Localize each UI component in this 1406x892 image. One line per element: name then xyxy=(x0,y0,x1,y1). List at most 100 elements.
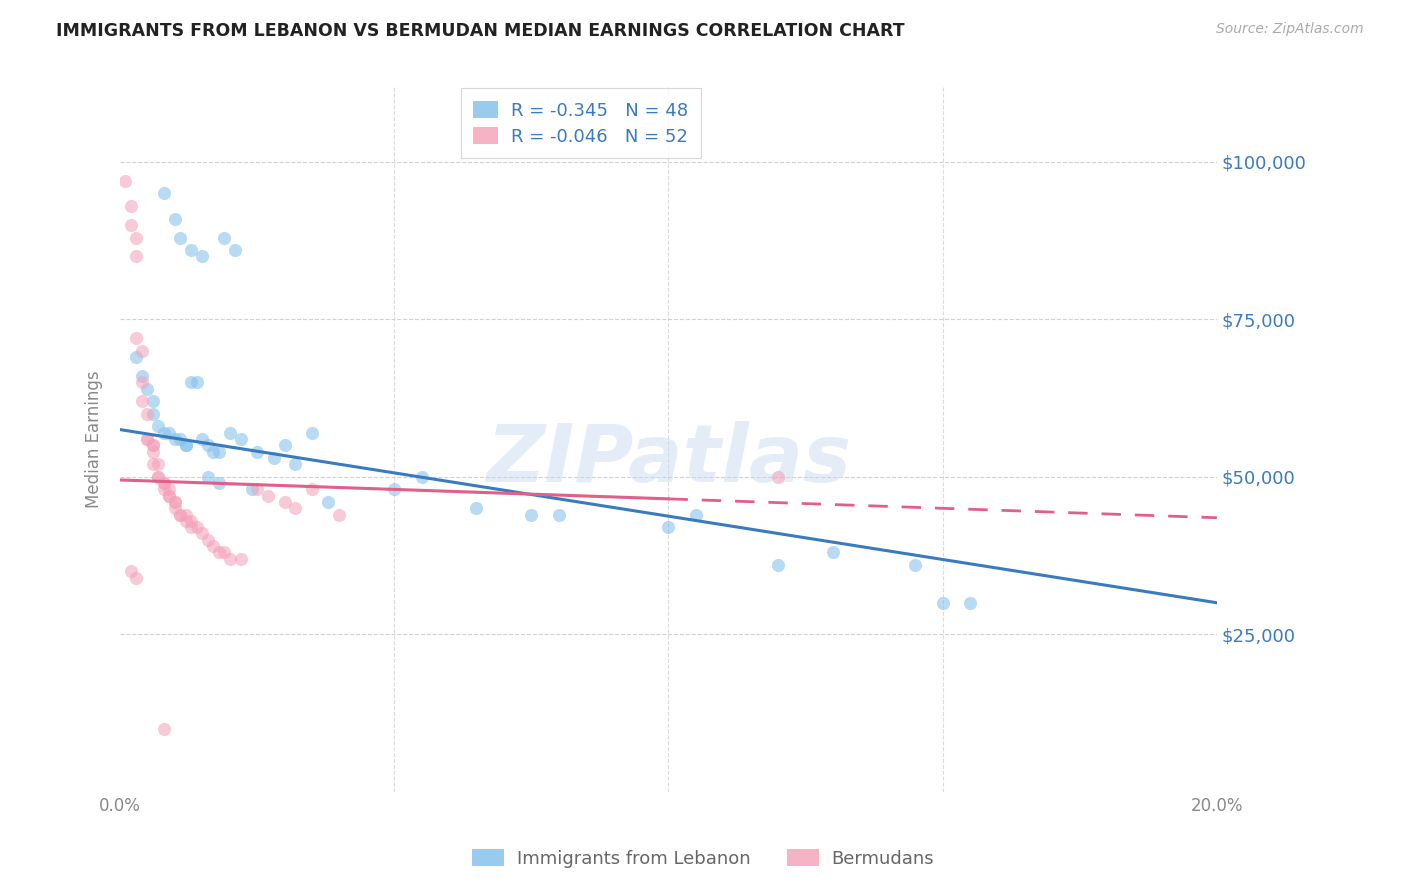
Point xyxy=(180,376,202,390)
Point xyxy=(904,558,927,572)
Point xyxy=(120,218,142,232)
Point xyxy=(284,457,307,471)
Point xyxy=(766,470,789,484)
Point xyxy=(148,457,170,471)
Point xyxy=(125,230,148,244)
Point xyxy=(114,174,136,188)
Point xyxy=(382,483,405,497)
Point xyxy=(229,432,252,446)
Point xyxy=(169,508,191,522)
Point xyxy=(136,432,159,446)
Point xyxy=(218,425,240,440)
Point xyxy=(131,394,153,409)
Point xyxy=(120,564,142,578)
Point xyxy=(208,476,231,491)
Point xyxy=(136,382,159,396)
Point xyxy=(465,501,488,516)
Point xyxy=(125,571,148,585)
Point xyxy=(148,470,170,484)
Point xyxy=(142,438,165,452)
Point xyxy=(197,438,219,452)
Point xyxy=(318,495,340,509)
Legend: R = -0.345   N = 48, R = -0.046   N = 52: R = -0.345 N = 48, R = -0.046 N = 52 xyxy=(461,88,700,159)
Point xyxy=(153,483,176,497)
Point xyxy=(208,444,231,458)
Point xyxy=(163,495,186,509)
Point xyxy=(120,199,142,213)
Point xyxy=(212,545,235,559)
Point xyxy=(180,520,202,534)
Point xyxy=(174,438,197,452)
Point xyxy=(273,438,295,452)
Point xyxy=(328,508,350,522)
Point xyxy=(148,470,170,484)
Point xyxy=(157,483,180,497)
Point xyxy=(240,483,263,497)
Text: IMMIGRANTS FROM LEBANON VS BERMUDAN MEDIAN EARNINGS CORRELATION CHART: IMMIGRANTS FROM LEBANON VS BERMUDAN MEDI… xyxy=(56,22,905,40)
Point xyxy=(142,438,165,452)
Point xyxy=(174,438,197,452)
Point xyxy=(931,596,953,610)
Point xyxy=(212,230,235,244)
Point xyxy=(131,343,153,358)
Point xyxy=(766,558,789,572)
Point xyxy=(142,407,165,421)
Point xyxy=(263,450,285,465)
Point xyxy=(131,369,153,384)
Point xyxy=(180,514,202,528)
Point xyxy=(411,470,433,484)
Point xyxy=(148,419,170,434)
Legend: Immigrants from Lebanon, Bermudans: Immigrants from Lebanon, Bermudans xyxy=(461,838,945,879)
Point xyxy=(142,457,165,471)
Point xyxy=(208,545,231,559)
Point xyxy=(547,508,569,522)
Point xyxy=(191,432,214,446)
Point xyxy=(174,508,197,522)
Point xyxy=(153,722,176,736)
Point xyxy=(186,376,208,390)
Text: Source: ZipAtlas.com: Source: ZipAtlas.com xyxy=(1216,22,1364,37)
Point xyxy=(174,514,197,528)
Point xyxy=(136,407,159,421)
Point xyxy=(186,520,208,534)
Y-axis label: Median Earnings: Median Earnings xyxy=(86,370,103,508)
Point xyxy=(157,425,180,440)
Point xyxy=(142,444,165,458)
Point xyxy=(153,425,176,440)
Point xyxy=(163,495,186,509)
Point xyxy=(257,489,280,503)
Point xyxy=(218,551,240,566)
Point xyxy=(163,501,186,516)
Point xyxy=(157,489,180,503)
Point xyxy=(169,230,191,244)
Point xyxy=(125,331,148,345)
Point xyxy=(685,508,707,522)
Point xyxy=(169,432,191,446)
Point xyxy=(131,376,153,390)
Point xyxy=(153,186,176,201)
Point xyxy=(202,444,225,458)
Point xyxy=(191,249,214,263)
Point xyxy=(197,533,219,547)
Point xyxy=(153,476,176,491)
Point xyxy=(163,432,186,446)
Point xyxy=(284,501,307,516)
Point xyxy=(229,551,252,566)
Point xyxy=(180,243,202,257)
Point xyxy=(153,476,176,491)
Point xyxy=(202,539,225,553)
Point xyxy=(246,483,269,497)
Point xyxy=(157,489,180,503)
Point xyxy=(136,432,159,446)
Point xyxy=(125,249,148,263)
Text: ZIPatlas: ZIPatlas xyxy=(486,421,851,500)
Point xyxy=(197,470,219,484)
Point xyxy=(959,596,981,610)
Point xyxy=(169,508,191,522)
Point xyxy=(301,425,323,440)
Point xyxy=(224,243,246,257)
Point xyxy=(163,211,186,226)
Point xyxy=(273,495,295,509)
Point xyxy=(821,545,844,559)
Point xyxy=(191,526,214,541)
